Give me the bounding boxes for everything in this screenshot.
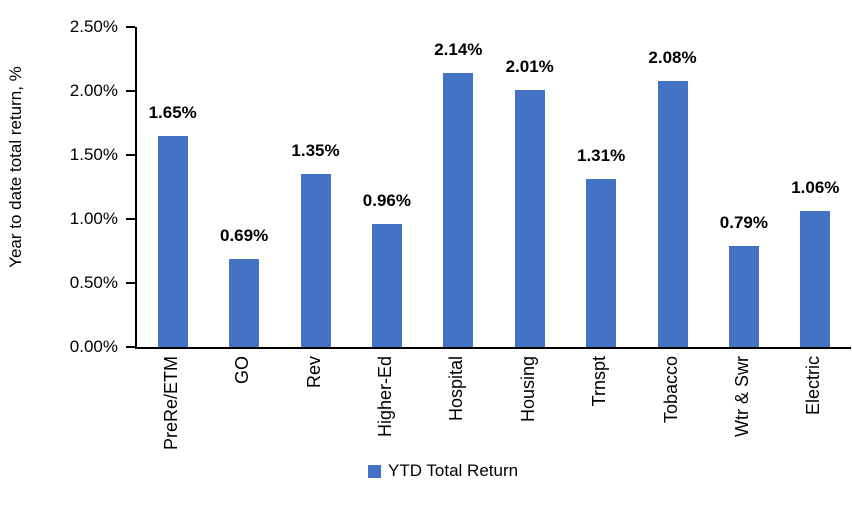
y-tick-mark (126, 282, 135, 284)
bar-value-label: 1.06% (791, 178, 840, 198)
y-tick-mark (126, 154, 135, 156)
category-label: Wtr & Swr (731, 356, 752, 437)
bar-value-label: 1.31% (576, 146, 626, 166)
legend-swatch-square-icon (368, 464, 381, 478)
bar (157, 135, 188, 347)
y-tick-label: 2.00% (69, 81, 118, 100)
bar (800, 211, 831, 347)
category-label: Hospital (446, 356, 467, 422)
bar-value-label: 1.35% (291, 141, 340, 161)
bar-value-label: 0.79% (719, 212, 768, 232)
bar (443, 73, 474, 347)
category-label: Tobacco (660, 356, 681, 424)
y-tick-label: 1.50% (69, 145, 118, 164)
bar (657, 80, 688, 347)
legend: YTD Total Return (368, 461, 518, 481)
category-label: GO (232, 356, 253, 385)
y-tick-mark (126, 218, 135, 220)
bar (371, 224, 402, 347)
bar-value-label: 0.96% (362, 191, 411, 211)
y-axis-title: Year to date total return, % (6, 66, 25, 268)
y-tick-label: 0.00% (69, 337, 118, 356)
bar (514, 89, 545, 347)
category-label: Higher-Ed (374, 356, 395, 438)
bar (300, 174, 331, 347)
bar-value-label: 1.65% (148, 102, 197, 122)
y-tick-label: 2.50% (69, 17, 118, 36)
category-label: Housing (517, 356, 538, 423)
y-tick-mark (126, 26, 135, 28)
bar-value-label: 2.01% (505, 56, 554, 76)
y-tick-label: 0.50% (69, 273, 118, 292)
bar-value-label: 2.08% (648, 47, 697, 67)
y-tick-mark (126, 90, 135, 92)
category-label: Trnspt (589, 356, 610, 407)
bar (728, 245, 759, 347)
y-tick-mark (126, 346, 135, 348)
category-label: Rev (303, 356, 324, 389)
category-label: Electric (803, 356, 824, 416)
bar (586, 179, 617, 347)
bar (229, 258, 260, 347)
y-tick-label: 1.00% (69, 209, 118, 228)
legend-label: YTD Total Return (388, 461, 519, 480)
category-label: PreRe/ETM (160, 356, 181, 451)
bar-value-label: 0.69% (219, 225, 269, 245)
plot-area: 1.65% 0.69% 1.35% 0.96% 2.14% 2.01% 1.31% 2.08%… (135, 27, 851, 349)
bar-value-label: 2.14% (434, 40, 483, 60)
